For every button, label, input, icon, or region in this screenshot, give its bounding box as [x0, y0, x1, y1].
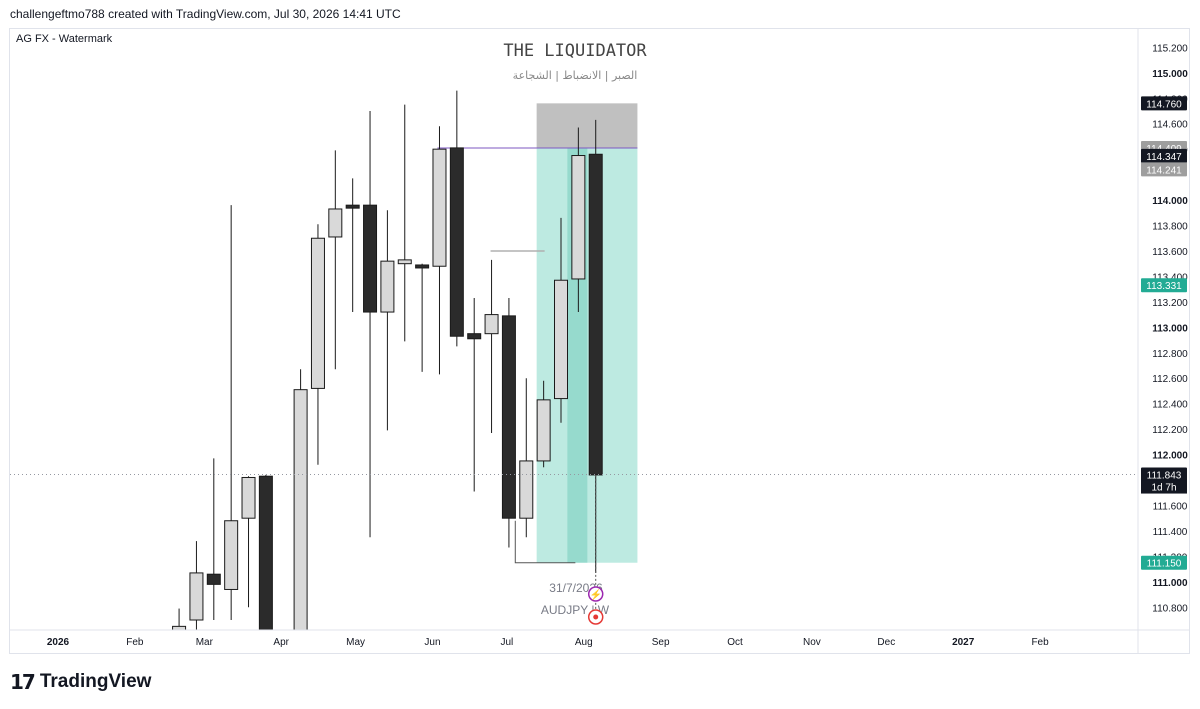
candle-body [380, 260, 395, 313]
x-tick-label: Jul [500, 637, 513, 648]
y-tick-label: 115.000 [1152, 69, 1188, 80]
candle-body [484, 314, 499, 335]
candle-body [449, 147, 464, 337]
y-tick-label: 113.200 [1152, 298, 1188, 309]
candle-body [501, 315, 516, 519]
y-tick-label: 112.800 [1152, 349, 1188, 360]
candle-body [224, 520, 239, 590]
price-tag-label: 114.241 [1146, 165, 1182, 176]
watermark-subtitle: الصبر | الانضباط | الشجاعة [513, 69, 638, 82]
countdown-tag [1141, 480, 1187, 494]
candle-body [258, 475, 273, 630]
candle-body [536, 399, 551, 462]
chart-attribution: challengeftmo788 created with TradingVie… [10, 7, 401, 21]
position-tool[interactable] [437, 103, 638, 564]
y-tick-label: 112.000 [1152, 451, 1188, 462]
candles [172, 90, 603, 630]
x-tick-label: Dec [877, 637, 895, 648]
stop-loss-zone [536, 103, 638, 149]
y-tick-label: 112.600 [1152, 374, 1188, 385]
tradingview-logo[interactable]: 17 TradingView [10, 670, 151, 694]
y-tick-label: 115.200 [1152, 43, 1188, 54]
x-tick-label: 2026 [47, 637, 70, 648]
x-tick-label: Oct [727, 637, 743, 648]
x-tick-label: Mar [196, 637, 214, 648]
watermark-title: THE LIQUIDATOR [503, 41, 647, 61]
y-tick-label: 113.600 [1152, 247, 1188, 258]
y-tick-label: 113.800 [1152, 222, 1188, 233]
price-tag [1141, 148, 1187, 163]
price-tag [1141, 96, 1187, 111]
y-tick-label: 113.000 [1152, 323, 1188, 334]
x-tick-label: Feb [126, 637, 144, 648]
tradingview-logo-icon: 17 [10, 670, 36, 694]
y-tick-label: 112.200 [1152, 425, 1188, 436]
candle-body [310, 237, 325, 389]
legend-label: AG FX - Watermark [16, 33, 113, 45]
candle-body [519, 460, 534, 519]
economic-event-dot [593, 614, 599, 620]
candle-body [554, 279, 568, 400]
x-tick-label: May [346, 637, 365, 648]
candle-body [345, 204, 360, 209]
candle-body [432, 148, 447, 267]
price-tag [1141, 467, 1187, 482]
candle-body [293, 389, 308, 630]
y-tick-label: 113.400 [1152, 272, 1188, 283]
axes: AG FX - Watermark 115.200115.000114.8001… [10, 29, 1189, 653]
candle-body [363, 204, 378, 313]
candle-body [328, 208, 343, 238]
x-tick-label: Aug [575, 637, 593, 648]
x-tick-label: 2027 [952, 637, 975, 648]
y-tick-label: 110.800 [1152, 603, 1188, 614]
y-tick-label: 114.600 [1152, 120, 1188, 131]
lightning-event-icon [587, 586, 604, 602]
lightning-glyph: ⚡ [589, 588, 601, 601]
x-tick-label: Apr [273, 637, 289, 648]
x-tick-label: Sep [652, 637, 670, 648]
y-tick-label: 114.000 [1152, 196, 1188, 207]
candle-body [415, 264, 430, 269]
price-tag-label: 113.331 [1146, 281, 1182, 292]
price-tag [1141, 555, 1187, 570]
candle-body [467, 333, 482, 340]
candle-body [588, 153, 603, 476]
x-tick-label: Feb [1031, 637, 1049, 648]
x-tick-label: Jun [424, 637, 440, 648]
price-tag-label: 114.760 [1146, 99, 1182, 110]
candle-body [241, 476, 256, 519]
candle-body [172, 625, 187, 630]
price-tag-label: 111.843 [1147, 471, 1182, 482]
y-tick-label: 111.000 [1152, 578, 1187, 589]
price-tag-label: 111.150 [1147, 559, 1182, 570]
y-tick-label: 111.600 [1153, 501, 1188, 512]
watermark: THE LIQUIDATOR الصبر | الانضباط | الشجاع… [503, 41, 647, 82]
candle-body [189, 572, 204, 621]
candle-body [206, 573, 221, 585]
price-tag-label: 114.347 [1146, 152, 1182, 163]
y-tick-label: 111.400 [1153, 527, 1188, 538]
range-marker-bottom [514, 520, 576, 564]
candle-body [571, 155, 586, 280]
countdown-label: 1d 7h [1151, 483, 1176, 494]
take-profit-zone [536, 148, 638, 563]
chart-overlays: 31/7/2026 AUDJPY | W ⚡ [10, 474, 1138, 625]
tradingview-logo-text: TradingView [39, 671, 152, 692]
candle-body [397, 259, 412, 265]
x-tick-label: Nov [803, 637, 821, 648]
y-tick-label: 112.400 [1152, 400, 1188, 411]
price-tag [1141, 162, 1187, 177]
price-tag [1141, 278, 1187, 293]
